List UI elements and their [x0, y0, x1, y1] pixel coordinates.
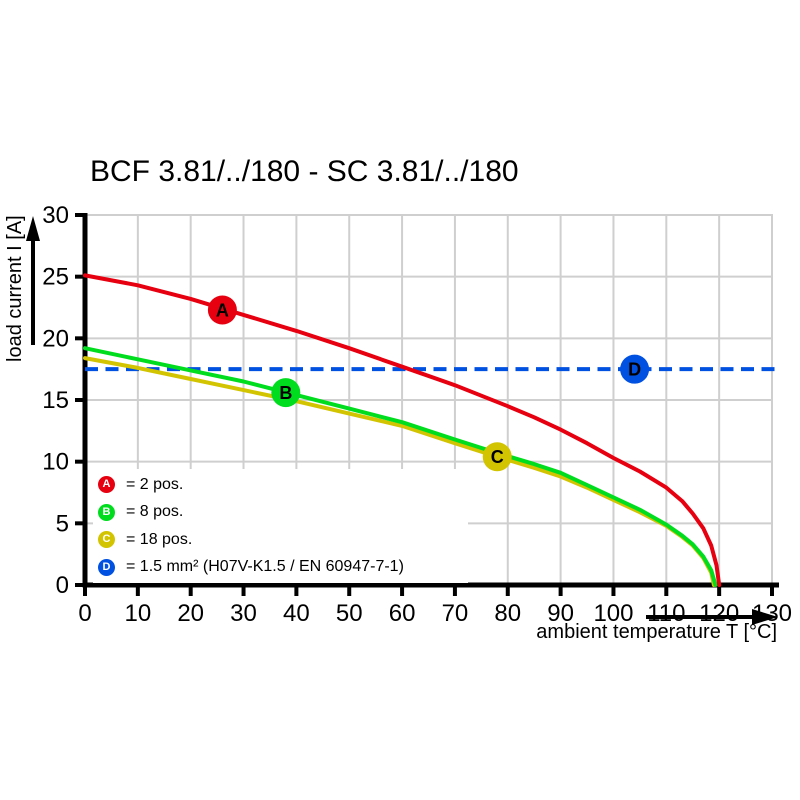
marker-b-icon — [271, 378, 301, 408]
y-tick-label: 20 — [42, 325, 69, 352]
y-axis-arrowhead-icon — [26, 216, 40, 241]
curve-a — [83, 273, 722, 587]
y-tick-label: 10 — [42, 449, 69, 476]
y-tick-label: 0 — [56, 572, 69, 599]
x-tick-label: 110 — [647, 600, 685, 627]
legend-item-d: D = 1.5 mm² (H07V-K1.5 / EN 60947-7-1) — [93, 554, 468, 580]
y-tick-label: 5 — [56, 510, 69, 537]
legend-swatch-b-icon: B — [98, 503, 115, 521]
chart-legend: A = 2 pos. B = 8 pos. C = 18 pos. D = 1.… — [93, 469, 468, 583]
x-axis-label: ambient temperature T [°C] — [536, 621, 777, 643]
x-tick-label: 20 — [177, 600, 204, 627]
x-tick-label: 120 — [699, 600, 739, 627]
legend-label-c: = 18 pos. — [126, 530, 193, 548]
y-tick-label: 25 — [42, 264, 69, 291]
legend-label-d: = 1.5 mm² (H07V-K1.5 / EN 60947-7-1) — [126, 558, 404, 576]
curve-b — [83, 346, 718, 587]
legend-letter-a: A — [102, 478, 111, 491]
x-tick-label: 100 — [593, 600, 633, 627]
x-tick-label: 10 — [124, 600, 151, 627]
legend-swatch-d-icon: D — [98, 558, 115, 576]
x-tick-label: 50 — [336, 600, 363, 627]
legend-swatch-a-icon: A — [98, 476, 115, 494]
x-tick-label: 90 — [547, 600, 574, 627]
y-tick-label: 30 — [42, 202, 69, 229]
y-axis-label: load current I [A] — [4, 215, 26, 362]
marker-b-letter: B — [279, 383, 292, 403]
marker-d-icon — [620, 354, 650, 384]
legend-label-b: = 8 pos. — [126, 503, 184, 521]
x-tick-label: 30 — [230, 600, 257, 627]
marker-a-letter: A — [216, 300, 229, 320]
legend-swatch-c-icon: C — [98, 531, 115, 549]
chart-title: BCF 3.81/../180 - SC 3.81/../180 — [90, 155, 519, 188]
x-tick-label: 70 — [442, 600, 469, 627]
legend-letter-b: B — [102, 505, 111, 518]
legend-item-a: A = 2 pos. — [93, 472, 468, 498]
legend-item-c: C = 18 pos. — [93, 527, 468, 553]
marker-a-icon — [207, 295, 237, 325]
legend-letter-c: C — [102, 533, 111, 546]
x-tick-label: 0 — [78, 600, 91, 627]
y-tick-label: 15 — [42, 387, 69, 414]
marker-c-letter: C — [491, 447, 504, 467]
x-tick-label: 40 — [283, 600, 310, 627]
legend-label-a: = 2 pos. — [126, 475, 184, 493]
marker-c-icon — [482, 442, 512, 472]
marker-d-letter: D — [628, 360, 641, 380]
x-tick-label: 60 — [389, 600, 416, 627]
legend-letter-d: D — [102, 560, 111, 573]
x-tick-label: 80 — [494, 600, 521, 627]
x-axis-arrowhead-icon — [752, 609, 778, 625]
legend-item-b: B = 8 pos. — [93, 499, 468, 525]
